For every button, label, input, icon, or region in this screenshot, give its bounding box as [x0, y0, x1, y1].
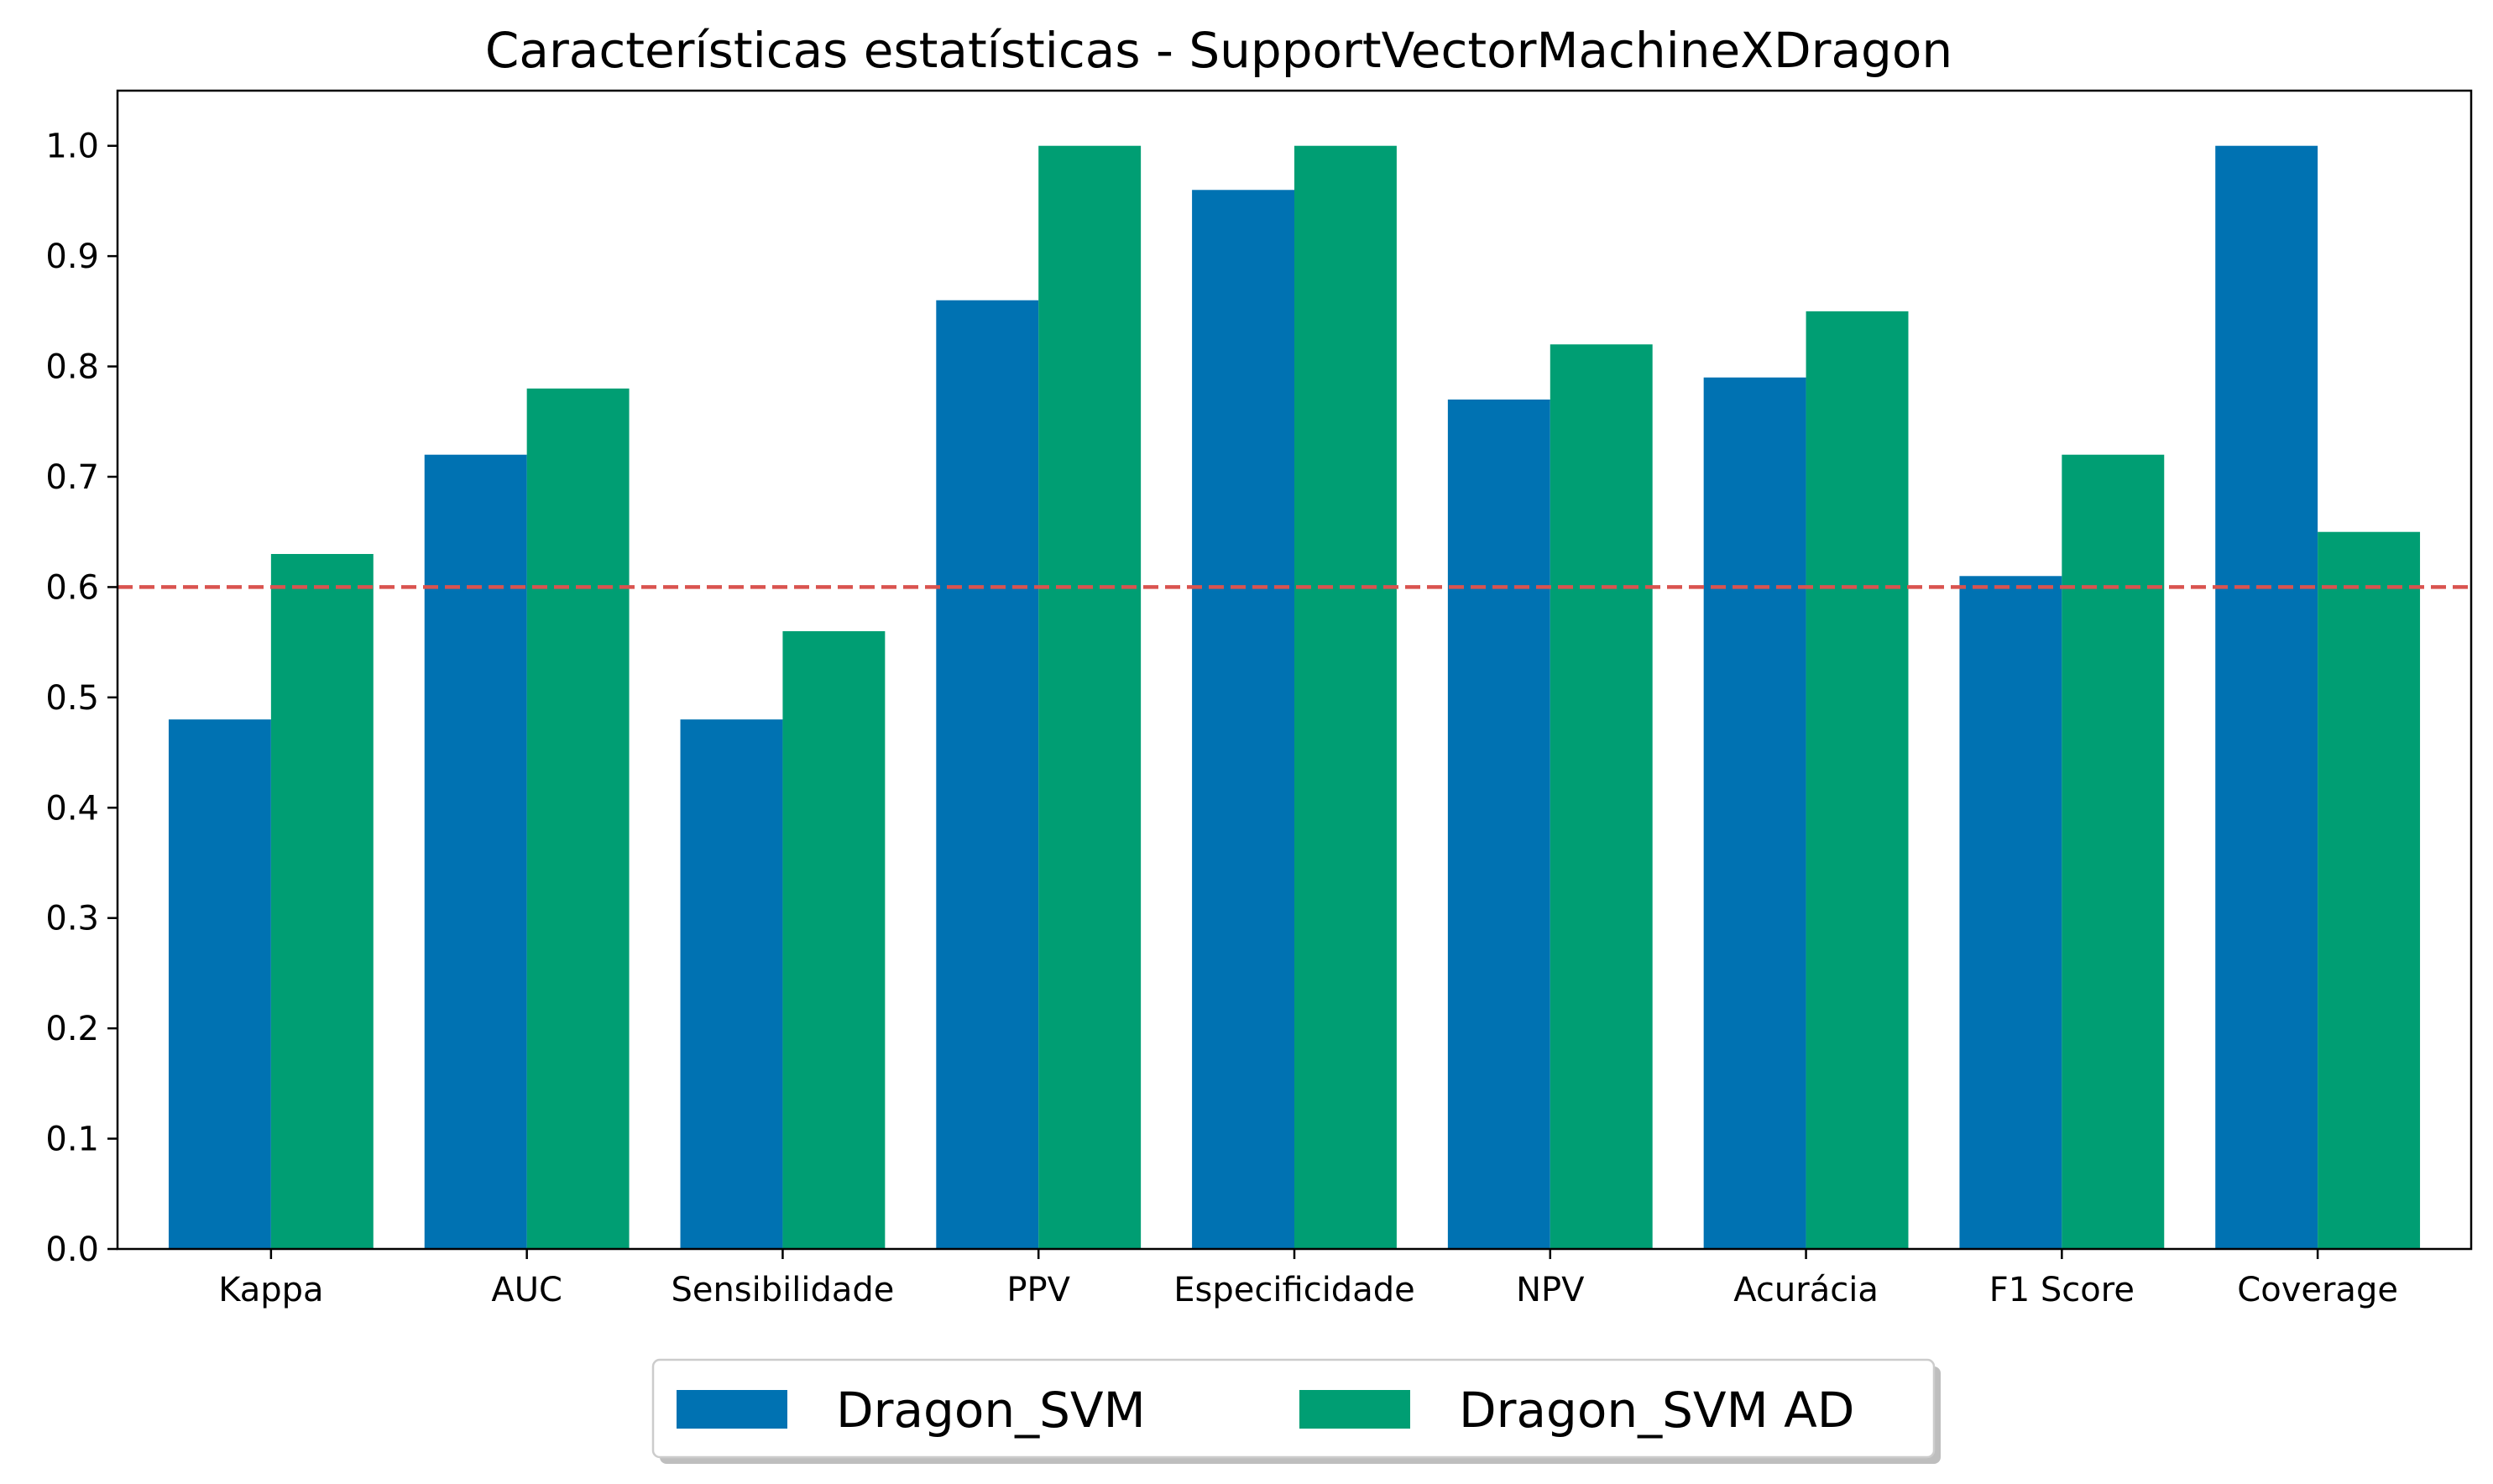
bar-svm-ad-f1-score: [2062, 454, 2165, 1249]
bar-svm-ad-npv: [1550, 344, 1653, 1250]
bar-svm-ppv: [936, 300, 1039, 1249]
x-axis: Kappa AUC Sensibilidade PPV Especificidade NP…: [218, 1249, 2398, 1309]
y-tick-label: 0.5: [45, 679, 99, 718]
y-tick-label: 0.9: [45, 238, 99, 276]
x-tick-label: Coverage: [2237, 1271, 2398, 1309]
bar-svm-ad-coverage: [2318, 531, 2421, 1249]
bar-svm-ad-sensibilidade: [782, 631, 886, 1249]
y-tick-label: 0.1: [45, 1121, 99, 1159]
bar-svm-auc: [424, 454, 527, 1249]
x-tick-label: Kappa: [218, 1271, 323, 1309]
bar-svm-ad-auc: [526, 388, 630, 1249]
x-tick-label: Sensibilidade: [671, 1271, 894, 1309]
y-tick-label: 0.0: [45, 1231, 99, 1269]
y-tick-label: 0.2: [45, 1010, 99, 1048]
bar-svm-npv: [1447, 400, 1550, 1249]
legend-label-svm-ad: Dragon_SVM AD: [1459, 1382, 1854, 1439]
chart-title: Características estatísticas - SupportVe…: [485, 22, 1952, 79]
x-tick-label: NPV: [1516, 1271, 1585, 1309]
y-axis: 0.0 0.1 0.2 0.3 0.4 0.5 0.6 0.7 0.8 0.9 1.0: [45, 128, 118, 1269]
y-tick-label: 0.3: [45, 900, 99, 938]
legend: Dragon_SVM Dragon_SVM AD: [651, 1358, 1941, 1464]
x-tick-label: PPV: [1006, 1271, 1070, 1309]
bar-svm-ad-ppv: [1038, 145, 1142, 1250]
bars-layer: [168, 145, 2421, 1250]
x-tick-label: Acurácia: [1733, 1271, 1879, 1309]
bar-svm-coverage: [2215, 145, 2318, 1250]
bar-svm-ad-kappa: [270, 554, 374, 1249]
bar-svm-f1-score: [1959, 576, 2062, 1249]
y-tick-label: 0.6: [45, 568, 99, 607]
legend-swatch-svm: [677, 1390, 787, 1429]
bar-svm-sensibilidade: [680, 719, 783, 1249]
bar-svm-ad-acuracia: [1806, 311, 1909, 1249]
y-tick-label: 1.0: [45, 128, 99, 166]
bar-svm-kappa: [168, 719, 271, 1249]
y-tick-label: 0.4: [45, 789, 99, 828]
y-tick-label: 0.7: [45, 458, 99, 497]
legend-box: [651, 1358, 1936, 1459]
y-tick-label: 0.8: [45, 348, 99, 387]
bar-svm-acuracia: [1703, 377, 1806, 1249]
bar-svm-especificidade: [1192, 190, 1294, 1249]
x-tick-label: AUC: [491, 1271, 562, 1309]
legend-swatch-svm-ad: [1299, 1390, 1410, 1429]
legend-label-svm: Dragon_SVM: [836, 1382, 1146, 1439]
x-tick-label: F1 Score: [1989, 1271, 2135, 1309]
bar-svm-ad-especificidade: [1294, 145, 1397, 1250]
x-tick-label: Especificidade: [1173, 1271, 1414, 1309]
